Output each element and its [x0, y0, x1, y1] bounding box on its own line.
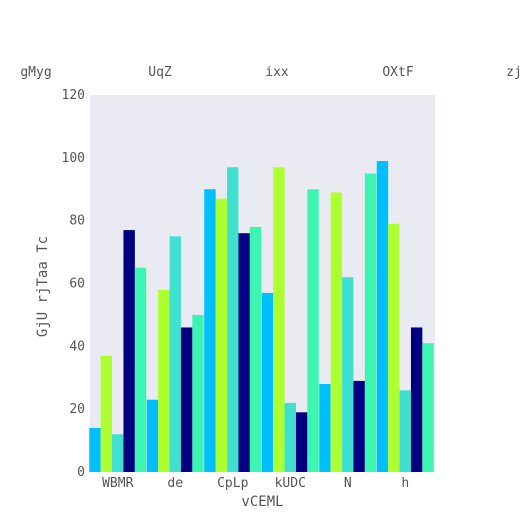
bar-ixx-de: [169, 236, 181, 472]
y-tick-label: 80: [69, 214, 85, 229]
bar-ixx-h: [399, 390, 411, 472]
bar-ixx-CpLp: [227, 167, 239, 472]
bar-UqZ-de: [158, 289, 170, 472]
y-tick-label: 0: [77, 465, 85, 480]
bar-OXtF-de: [180, 327, 193, 472]
legend-label-OXtF: OXtF: [382, 65, 413, 80]
bar-UqZ-CpLp: [215, 198, 228, 473]
bars: [89, 160, 434, 473]
bar-ixx-kUDC: [284, 402, 296, 472]
bar-UqZ-WBMR: [100, 355, 113, 472]
y-tick-label: 60: [69, 277, 85, 292]
x-tick-label: de: [167, 476, 183, 491]
y-axis: 0 20 40 60 80 100 120: [62, 88, 85, 480]
x-tick-label: N: [344, 476, 352, 491]
bar-zj-WBMR: [134, 267, 147, 472]
x-tick-label: h: [401, 476, 409, 491]
bar-OXtF-N: [353, 380, 365, 472]
bar-OXtF-CpLp: [238, 233, 250, 472]
bar-ixx-N: [342, 277, 354, 472]
bar-gMyg-WBMR: [89, 428, 101, 472]
x-tick-label: WBMR: [102, 476, 133, 491]
x-tick-label: kUDC: [275, 476, 306, 491]
bar-zj-kUDC: [307, 189, 319, 472]
bar-OXtF-WBMR: [123, 230, 135, 472]
legend-label-zj: zj: [506, 65, 522, 80]
y-tick-label: 120: [62, 88, 85, 103]
y-tick-label: 100: [62, 151, 85, 166]
bar-gMyg-CpLp: [204, 189, 216, 472]
bar-zj-N: [364, 173, 377, 472]
y-tick-label: 20: [69, 402, 85, 417]
bar-gMyg-kUDC: [261, 292, 274, 472]
bar-OXtF-kUDC: [295, 412, 308, 472]
legend-label-gMyg: gMyg: [20, 65, 51, 80]
legend-label-UqZ: UqZ: [148, 65, 172, 80]
bar-zj-de: [192, 314, 204, 472]
x-tick-label: CpLp: [217, 476, 248, 491]
x-axis-title: vCEML: [241, 494, 283, 510]
bar-OXtF-h: [410, 327, 423, 472]
bar-ixx-WBMR: [112, 434, 124, 472]
legend-label-ixx: ixx: [265, 65, 289, 80]
bar-zj-h: [422, 343, 434, 472]
bar-UqZ-kUDC: [273, 167, 285, 472]
legend: gMyg UqZ ixx OXtF zj: [20, 65, 521, 80]
bar-gMyg-N: [319, 384, 331, 472]
bar-zj-CpLp: [249, 226, 262, 472]
bar-UqZ-h: [388, 223, 400, 472]
bar-gMyg-h: [376, 160, 389, 472]
bar-gMyg-de: [146, 399, 159, 472]
y-tick-label: 40: [69, 339, 85, 354]
y-axis-title: GjU rjTaa Tc: [35, 236, 51, 337]
bar-UqZ-N: [330, 192, 343, 472]
